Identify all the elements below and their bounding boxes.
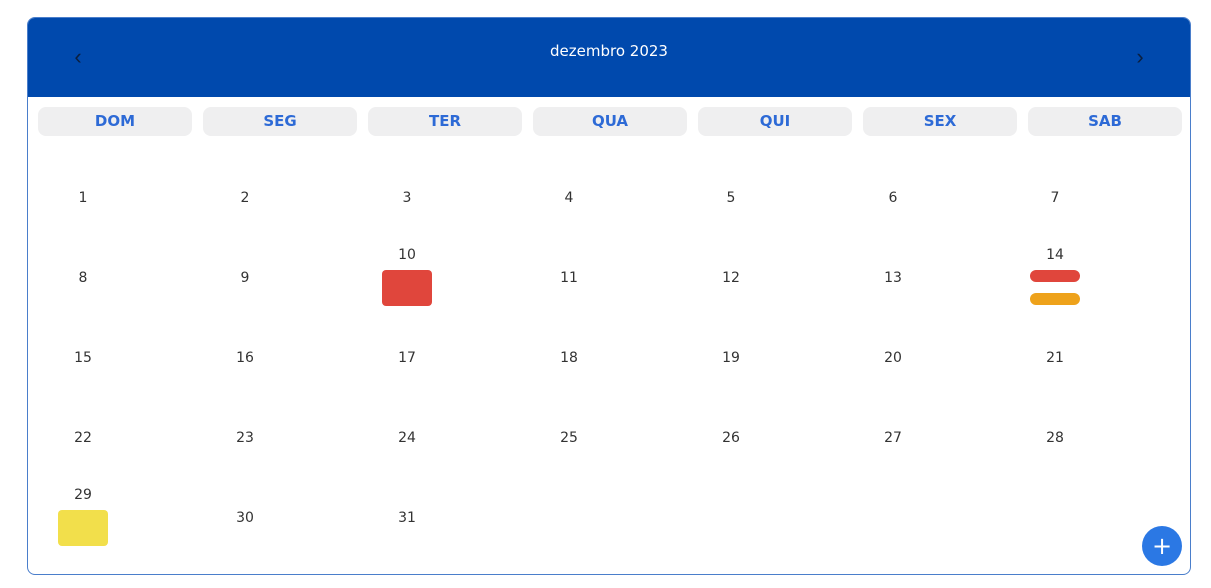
day-cell[interactable]: 12 [681,242,781,322]
day-cell[interactable]: 19 [681,322,781,402]
weekday-seg: SEG [203,107,357,136]
day-cell[interactable]: 25 [519,402,619,482]
day-cell[interactable]: 17 [357,322,457,402]
day-number: 23 [236,430,254,446]
day-number: 22 [74,430,92,446]
day-cell[interactable]: 21 [1005,322,1105,402]
day-number: 31 [398,510,416,526]
day-number: 8 [78,270,88,286]
day-cell[interactable]: 20 [843,322,943,402]
day-cell[interactable]: 16 [195,322,295,402]
day-number: 5 [726,190,736,206]
add-event-button[interactable]: + [1142,526,1182,566]
day-number: 28 [1046,430,1064,446]
day-number: 14 [1046,247,1064,263]
event-marker[interactable] [382,270,432,306]
day-number: 11 [560,270,578,286]
weekday-qui: QUI [698,107,852,136]
event-marker[interactable] [1030,293,1080,305]
day-number: 3 [402,190,412,206]
day-cell[interactable]: 7 [1005,162,1105,242]
chevron-left-icon: ‹ [74,44,82,69]
day-cell[interactable]: 31 [357,482,457,562]
day-cell[interactable]: 24 [357,402,457,482]
chevron-right-icon: › [1136,44,1144,69]
day-cell[interactable]: 10 [357,242,457,322]
day-number: 20 [884,350,902,366]
day-number: 12 [722,270,740,286]
day-cell[interactable]: 23 [195,402,295,482]
day-cell[interactable]: 1 [33,162,133,242]
event-marker[interactable] [58,510,108,546]
day-cell[interactable]: 9 [195,242,295,322]
day-cell[interactable]: 8 [33,242,133,322]
calendar: ‹ dezembro 2023 › DOM SEG TER QUA QUI SEX SAB … [27,17,1191,575]
day-cell[interactable]: 29 [33,482,133,562]
day-number: 9 [240,270,250,286]
day-cell[interactable]: 22 [33,402,133,482]
day-cell[interactable]: 6 [843,162,943,242]
day-cell[interactable]: 4 [519,162,619,242]
weekday-qua: QUA [533,107,687,136]
day-number: 17 [398,350,416,366]
day-number: 6 [888,190,898,206]
day-cell[interactable]: 2 [195,162,295,242]
day-number: 29 [74,487,92,503]
day-number: 4 [564,190,574,206]
day-cell[interactable]: 30 [195,482,295,562]
month-title: dezembro 2023 [550,42,668,60]
day-number: 19 [722,350,740,366]
day-cell[interactable]: 13 [843,242,943,322]
day-cell[interactable]: 14 [1005,242,1105,322]
weekday-sab: SAB [1028,107,1182,136]
day-number: 16 [236,350,254,366]
day-cell[interactable]: 26 [681,402,781,482]
day-number: 30 [236,510,254,526]
day-number: 13 [884,270,902,286]
next-month-button[interactable]: › [1125,42,1155,72]
day-number: 21 [1046,350,1064,366]
plus-icon: + [1151,532,1173,560]
day-number: 18 [560,350,578,366]
day-cell[interactable]: 28 [1005,402,1105,482]
day-number: 7 [1050,190,1060,206]
day-number: 15 [74,350,92,366]
day-number: 27 [884,430,902,446]
day-cell[interactable]: 18 [519,322,619,402]
day-number: 26 [722,430,740,446]
calendar-header: ‹ dezembro 2023 › [28,18,1190,97]
day-cell[interactable]: 11 [519,242,619,322]
day-cell[interactable]: 15 [33,322,133,402]
day-cell[interactable]: 27 [843,402,943,482]
weekday-dom: DOM [38,107,192,136]
day-number: 1 [78,190,88,206]
event-marker[interactable] [1030,270,1080,282]
weekday-ter: TER [368,107,522,136]
day-number: 24 [398,430,416,446]
prev-month-button[interactable]: ‹ [63,42,93,72]
day-number: 25 [560,430,578,446]
day-number: 2 [240,190,250,206]
day-cell[interactable]: 3 [357,162,457,242]
weekday-sex: SEX [863,107,1017,136]
day-number: 10 [398,247,416,263]
day-cell[interactable]: 5 [681,162,781,242]
